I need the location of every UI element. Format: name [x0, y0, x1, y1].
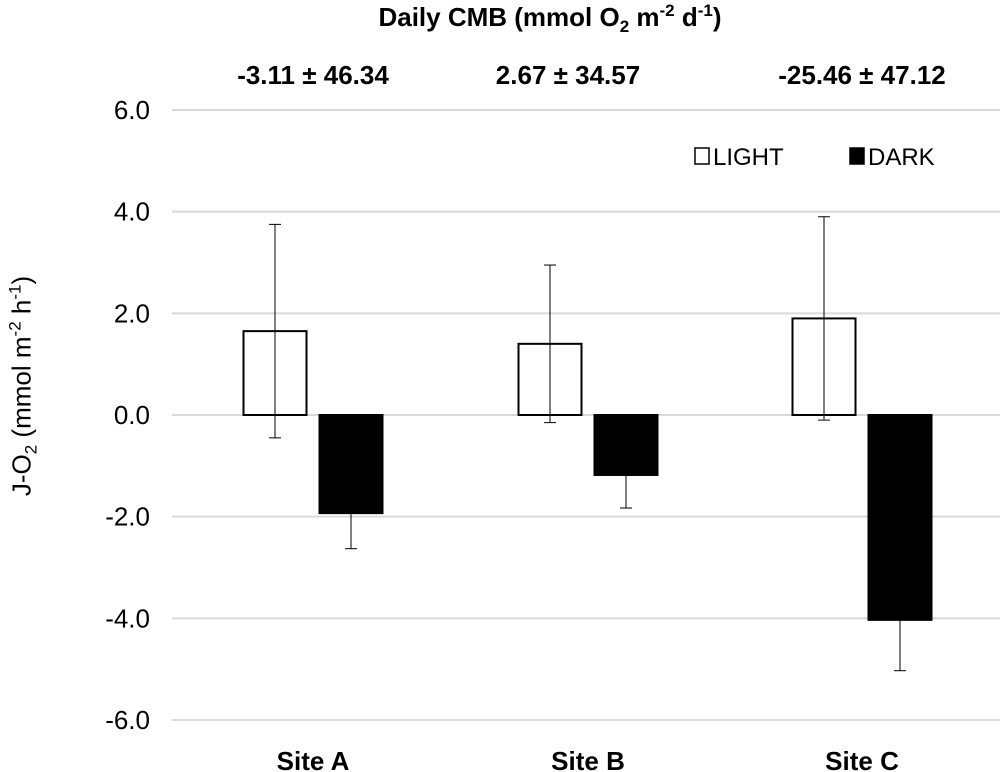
y-tick-label: 6.0	[114, 95, 150, 125]
title-text: Daily CMB (mmol O	[378, 2, 620, 32]
legend-swatch-light	[694, 147, 710, 165]
cmb-label: 2.67 ± 34.57	[496, 60, 640, 90]
x-tick-label: Site B	[551, 746, 625, 772]
x-tick-label: Site A	[277, 746, 350, 772]
x-tick-label: Site C	[825, 746, 899, 772]
title-sup-m: -2	[659, 1, 675, 20]
gridlines	[172, 109, 1000, 721]
x-tick-labels: Site A Site B Site C	[277, 746, 899, 772]
error-bars	[269, 216, 906, 672]
cmb-labels: -3.11 ± 46.34 2.67 ± 34.57 -25.46 ± 47.12	[237, 60, 946, 90]
y-tick-label: -6.0	[105, 705, 150, 735]
legend-label-light: LIGHT	[713, 144, 784, 171]
y-tick-label: -2.0	[105, 502, 150, 532]
y-tick-label: -4.0	[105, 603, 150, 633]
title-unit-m: m	[629, 2, 660, 32]
legend: LIGHT DARK	[694, 144, 935, 171]
legend-swatch-dark	[849, 147, 865, 165]
bars	[242, 317, 933, 621]
cmb-label: -25.46 ± 47.12	[778, 60, 946, 90]
title-sup-d: -1	[697, 1, 713, 20]
title-subscript: 2	[619, 17, 630, 36]
y-tick-label: 4.0	[114, 197, 150, 227]
title-unit-d: d	[674, 2, 698, 32]
title-close: )	[712, 2, 722, 32]
y-tick-label: 0.0	[114, 400, 150, 430]
y-tick-labels: 6.0 4.0 2.0 0.0 -2.0 -4.0 -6.0	[105, 95, 150, 735]
cmb-label: -3.11 ± 46.34	[237, 60, 389, 90]
y-tick-label: 2.0	[114, 298, 150, 328]
legend-label-dark: DARK	[868, 144, 935, 171]
chart-title: Daily CMB (mmol O2 m-2 d-1)	[50, 0, 1000, 36]
